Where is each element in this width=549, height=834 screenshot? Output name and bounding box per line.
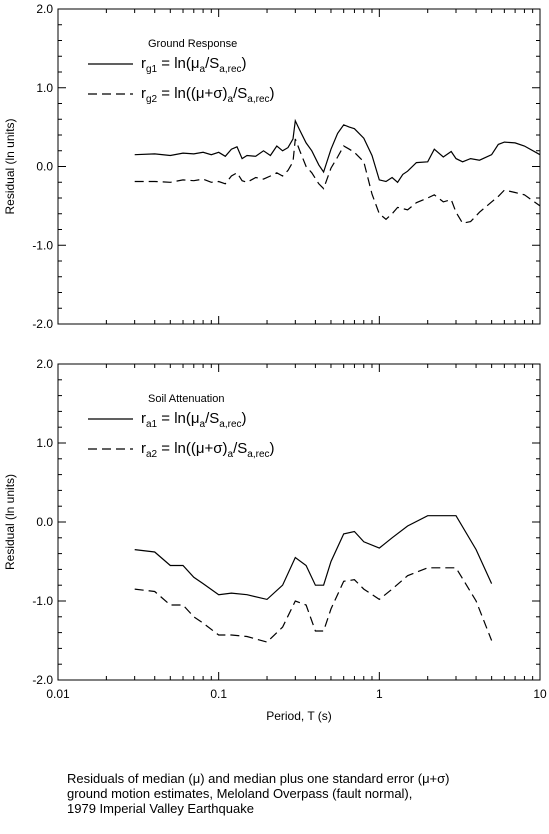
legend-label-2: rg2 = ln((μ+σ)a/Sa,rec) bbox=[141, 85, 275, 105]
caption-line-1: Residuals of median (μ) and median plus … bbox=[67, 771, 450, 786]
y-tick-label: 0.0 bbox=[36, 160, 53, 174]
panel-1: 2.0 1.0 0.0 -1.0 -2.0 Residual (ln units) Grou… bbox=[3, 2, 541, 331]
y-tick-label: 2.0 bbox=[36, 357, 53, 371]
series-line-2 bbox=[134, 138, 541, 224]
plot-frame bbox=[57, 8, 541, 325]
y-tick-label: -1.0 bbox=[32, 238, 53, 252]
y-tick-label: -2.0 bbox=[32, 317, 53, 331]
y-tick-label: 0.0 bbox=[36, 515, 53, 529]
x-axis-label: Period, T (s) bbox=[266, 709, 332, 723]
y-tick-label: -1.0 bbox=[32, 594, 53, 608]
series-line-1 bbox=[134, 118, 541, 184]
legend-title: Soil Attenuation bbox=[148, 393, 224, 405]
caption-line-3: 1979 Imperial Valley Earthquake bbox=[67, 801, 254, 816]
series-line-1 bbox=[134, 515, 493, 601]
panel-2: 2.0 1.0 0.0 -1.0 -2.00.01 0.1 1 10 Period, T (s)… bbox=[3, 357, 547, 723]
plot-frame bbox=[57, 363, 541, 681]
x-tick-label: 1 bbox=[376, 687, 383, 701]
y-tick-label: 1.0 bbox=[36, 436, 53, 450]
y-tick-label: 2.0 bbox=[36, 2, 53, 16]
legend-label-2: ra2 = ln((μ+σ)a/Sa,rec) bbox=[141, 440, 275, 460]
legend-title: Ground Response bbox=[148, 38, 237, 50]
y-tick-label: 1.0 bbox=[36, 81, 53, 95]
figure-caption: Residuals of median (μ) and median plus … bbox=[67, 771, 450, 816]
y-axis-label: Residual (ln units) bbox=[3, 474, 17, 570]
x-tick-label: 0.01 bbox=[46, 687, 70, 701]
legend-label-1: rg1 = ln(μa/Sa,rec) bbox=[141, 55, 247, 75]
y-axis-label: Residual (ln units) bbox=[3, 118, 17, 214]
y-tick-label: -2.0 bbox=[32, 673, 53, 687]
x-tick-label: 10 bbox=[533, 687, 547, 701]
x-tick-label: 0.1 bbox=[210, 687, 227, 701]
legend-label-1: ra1 = ln(μa/Sa,rec) bbox=[141, 410, 247, 430]
caption-line-2: ground motion estimates, Meloland Overpa… bbox=[67, 786, 413, 801]
series-line-2 bbox=[134, 567, 493, 643]
